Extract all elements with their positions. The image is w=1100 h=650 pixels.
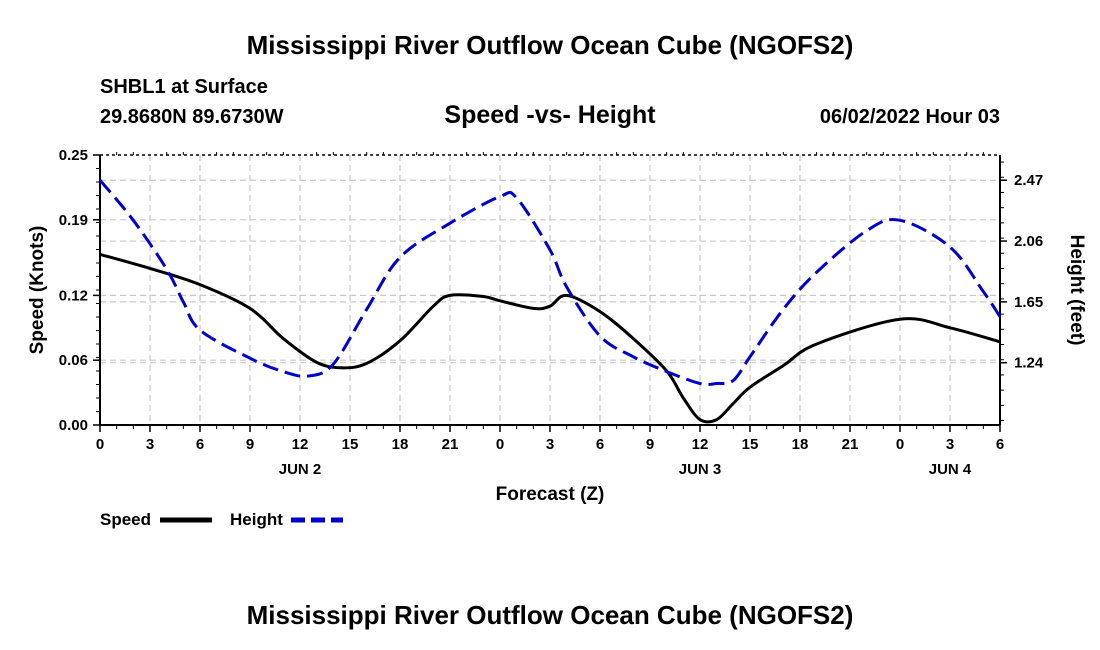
x-tick-label: 15 [742,436,759,453]
x-tick-label: 9 [246,436,254,453]
footer-title: Mississippi River Outflow Ocean Cube (NG… [246,600,854,630]
legend-height-label: Height [230,510,283,529]
x-tick-label: 9 [646,436,654,453]
chart-frame [93,152,1007,432]
x-tick-label: 0 [896,436,904,453]
x-axis-label: Forecast (Z) [496,484,605,505]
x-tick-label: 21 [442,436,459,453]
y-tick-label: 0.12 [59,287,88,304]
y-axis-label: Speed (Knots) [27,226,48,355]
x-tick-label: 3 [546,436,554,453]
speed-series-line [99,252,1001,424]
x-tick-label: 15 [342,436,359,453]
y-tick-label: 0.25 [59,147,88,164]
chart-subtitle: Speed -vs- Height [444,101,656,129]
y2-tick-label: 2.06 [1014,233,1043,250]
x-tick-label: 21 [842,436,859,453]
x-tick-label: 6 [596,436,604,453]
x-tick-label: 12 [692,436,709,453]
chart-main-title: Mississippi River Outflow Ocean Cube (NG… [246,30,854,60]
speed-height-chart: 0 3 6 9 12 15 18 21 0 3 6 9 12 15 18 21 0 3 6 JUN 2 JUN 3 JUN… [27,147,1087,529]
forecast-date: 06/02/2022 Hour 03 [819,106,1000,128]
y-tick-label: 0.06 [59,352,88,369]
x-tick-label: 0 [96,436,104,453]
x-tick-label: 12 [292,436,309,453]
chart-grid [100,155,1000,425]
height-series-line [98,179,1002,386]
y-tick-label: 0.00 [59,417,88,434]
y-tick-label: 0.19 [59,212,88,229]
x-tick-label: 18 [792,436,809,453]
x-tick-label: 0 [496,436,504,453]
x-date-label: JUN 3 [679,461,722,478]
x-date-label: JUN 2 [279,461,322,478]
legend-speed-label: Speed [100,510,151,529]
x-tick-label: 6 [196,436,204,453]
x-date-label: JUN 4 [929,461,972,478]
station-name: SHBL1 at Surface [100,76,268,98]
chart-series [98,179,1002,424]
chart-axis-labels: 0 3 6 9 12 15 18 21 0 3 6 9 12 15 18 21 0 3 6 JUN 2 JUN 3 JUN… [59,147,1044,478]
y2-tick-label: 1.65 [1014,294,1043,311]
y2-tick-label: 2.47 [1014,172,1043,189]
y2-tick-label: 1.24 [1014,355,1044,372]
x-tick-label: 18 [392,436,409,453]
station-coordinates: 29.8680N 89.6730W [100,106,284,128]
x-tick-label: 3 [946,436,954,453]
y2-axis-label: Height (feet) [1066,235,1087,346]
x-tick-label: 3 [146,436,154,453]
x-tick-label: 6 [996,436,1004,453]
